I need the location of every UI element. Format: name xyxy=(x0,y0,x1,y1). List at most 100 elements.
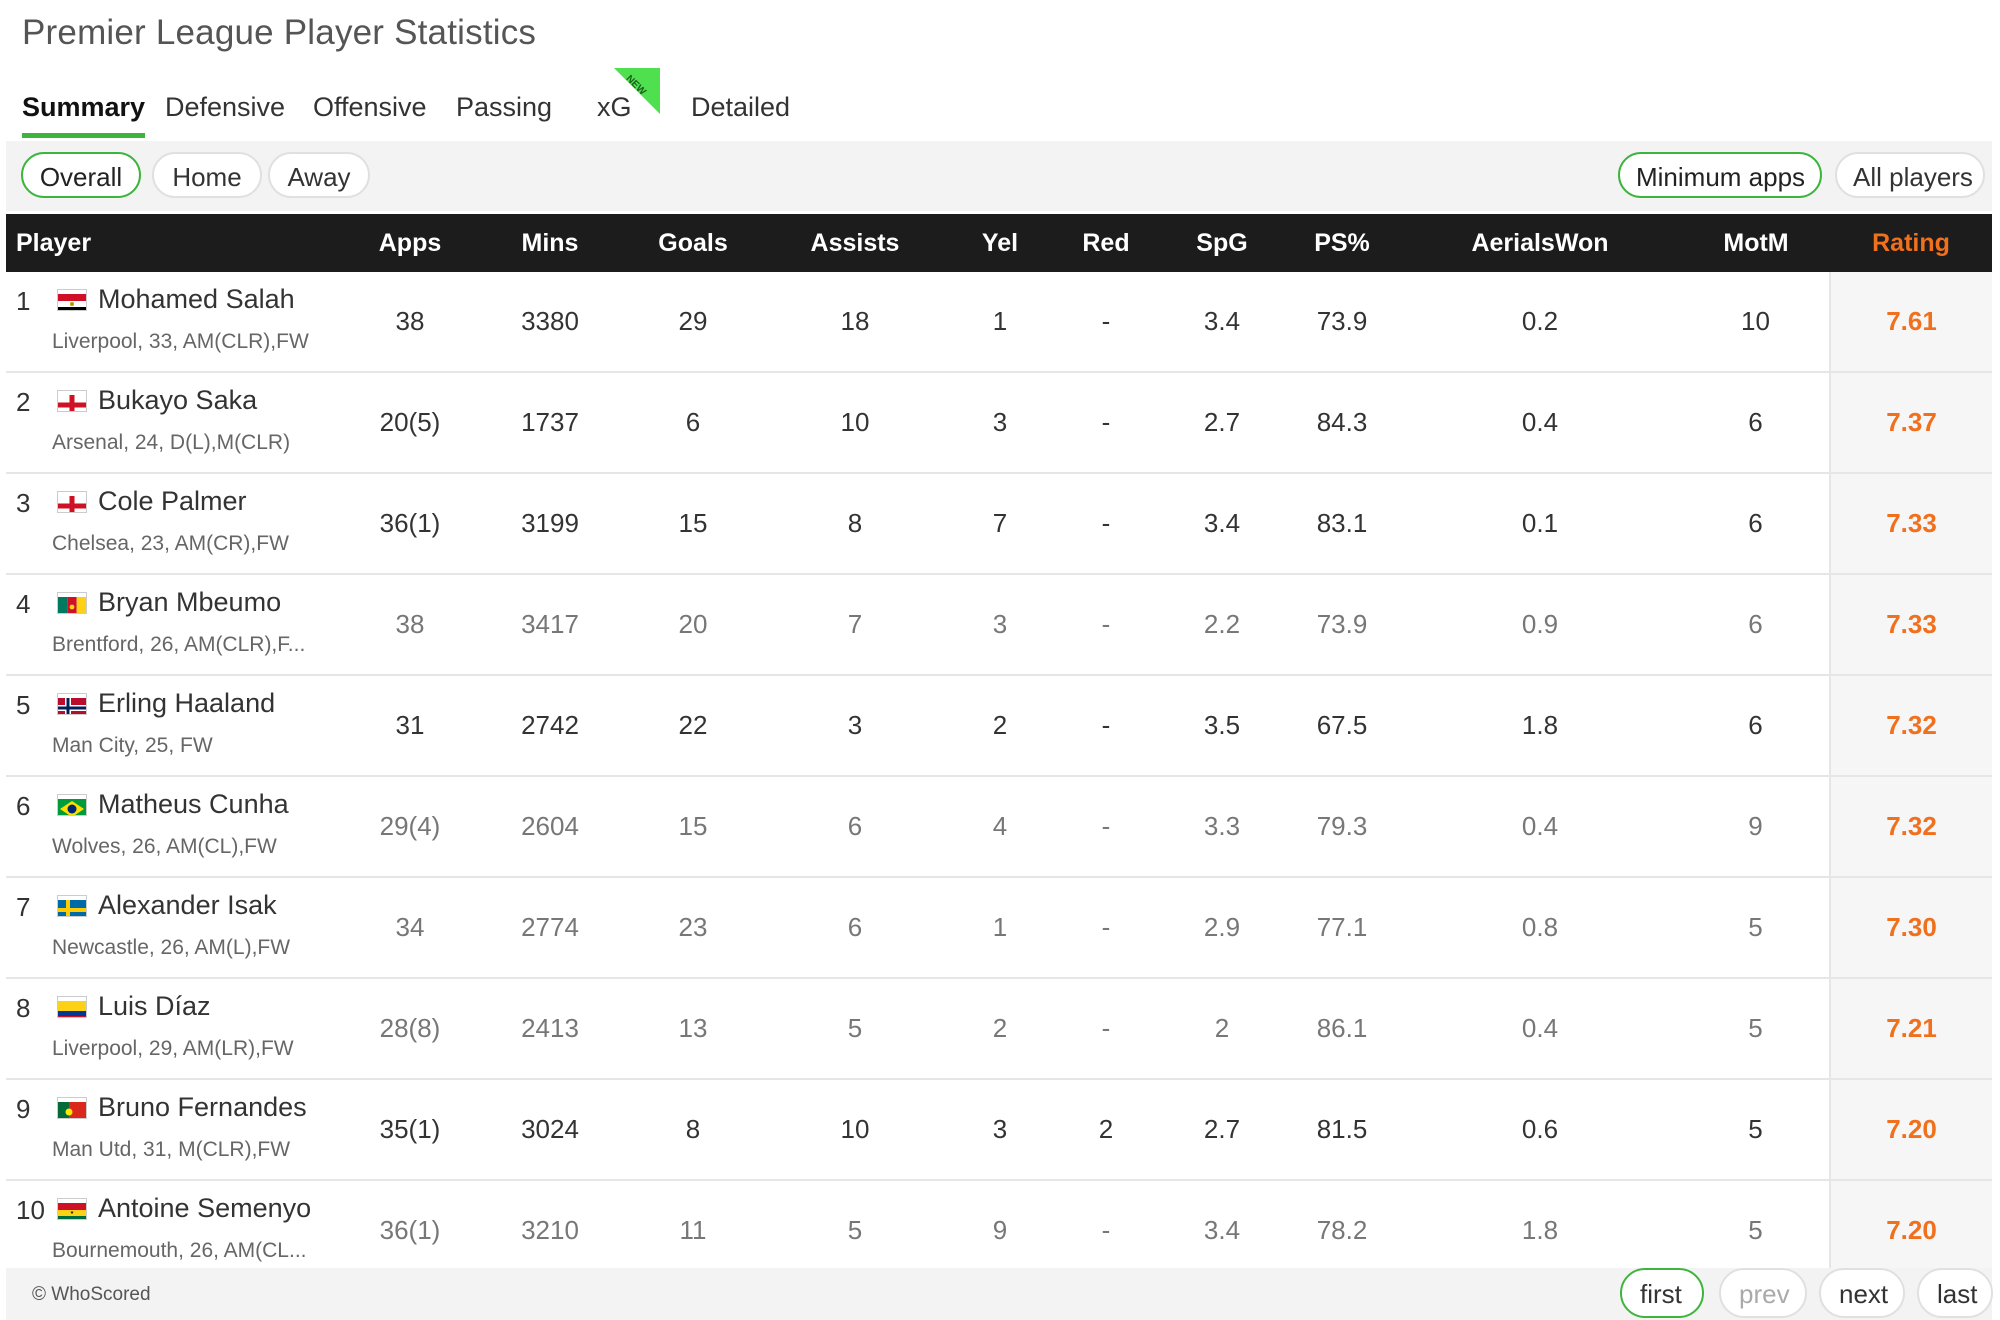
player-meta[interactable]: Chelsea, 23, AM(CR),FW xyxy=(52,532,289,555)
player-name-link[interactable]: Luis Díaz xyxy=(98,991,211,1021)
player-team[interactable]: Man City xyxy=(52,734,134,757)
player-team[interactable]: Newcastle xyxy=(52,936,149,959)
stat-motm: 5 xyxy=(1682,978,1830,1080)
player-name-link[interactable]: Cole Palmer xyxy=(98,486,247,516)
stat-aerials: 0.4 xyxy=(1398,372,1682,474)
player-name-link[interactable]: Bryan Mbeumo xyxy=(98,587,282,617)
player-team[interactable]: Liverpool xyxy=(52,330,138,353)
stat-motm: 5 xyxy=(1682,1079,1830,1181)
stat-red: - xyxy=(1101,1215,1111,1245)
player-team[interactable]: Arsenal xyxy=(52,431,124,454)
player-age: 31 xyxy=(143,1138,167,1161)
pager-next-button[interactable]: next xyxy=(1819,1268,1905,1318)
table-row[interactable]: 5 Erling Haaland Man City, 25, FW 31 2742 22 3… xyxy=(6,675,1992,777)
table-row[interactable]: 10 Antoine Semenyo Bournemouth, 26, AM(CL.… xyxy=(6,1180,1992,1280)
player-team[interactable]: Wolves xyxy=(52,835,121,858)
tab-detailed[interactable]: Detailed xyxy=(691,92,791,122)
col-motm[interactable]: MotM xyxy=(1682,214,1830,272)
player-name-link[interactable]: Alexander Isak xyxy=(98,890,277,920)
tab-summary[interactable]: Summary xyxy=(22,84,146,138)
stat-motm: 6 xyxy=(1682,574,1830,676)
stat-motm: 6 xyxy=(1682,473,1830,575)
col-yel[interactable]: Yel xyxy=(946,214,1054,272)
player-meta[interactable]: Brentford, 26, AM(CLR),F... xyxy=(52,633,306,656)
col-red[interactable]: Red xyxy=(1054,214,1158,272)
all-players-button[interactable]: All players xyxy=(1835,152,1985,198)
filter-home-button[interactable]: Home xyxy=(152,152,262,198)
pager-last-button[interactable]: last xyxy=(1917,1268,1993,1318)
player-name-link[interactable]: Matheus Cunha xyxy=(98,789,289,819)
table-row[interactable]: 6 Matheus Cunha Wolves, 26, AM(CL),FW 29(4)… xyxy=(6,776,1992,878)
col-mins[interactable]: Mins xyxy=(478,214,622,272)
table-row[interactable]: 8 Luis Díaz Liverpool, 29, AM(LR),FW 28(8) 2… xyxy=(6,978,1992,1080)
stat-ps: 81.5 xyxy=(1286,1079,1398,1181)
stat-ps: 77.1 xyxy=(1286,877,1398,979)
player-meta[interactable]: Bournemouth, 26, AM(CL... xyxy=(52,1239,307,1262)
stat-red: - xyxy=(1054,574,1158,676)
filter-away-button[interactable]: Away xyxy=(268,152,370,198)
col-assists[interactable]: Assists xyxy=(764,214,946,272)
egypt-flag-icon xyxy=(58,290,86,310)
table-row[interactable]: 2 Bukayo Saka Arsenal, 24, D(L),M(CLR) 20(5… xyxy=(6,372,1992,474)
stat-yel: 2 xyxy=(946,978,1054,1080)
player-meta[interactable]: Liverpool, 29, AM(LR),FW xyxy=(52,1037,294,1060)
norway-flag-icon xyxy=(58,694,86,714)
stat-ps: 79.3 xyxy=(1286,776,1398,878)
player-meta[interactable]: Wolves, 26, AM(CL),FW xyxy=(52,835,277,858)
player-meta[interactable]: Man City, 25, FW xyxy=(52,734,213,757)
tab-offensive[interactable]: Offensive xyxy=(313,92,427,122)
player-team[interactable]: Chelsea xyxy=(52,532,130,555)
player-team[interactable]: Man Utd xyxy=(52,1138,132,1161)
stat-goals: 29 xyxy=(622,272,764,373)
player-meta[interactable]: Arsenal, 24, D(L),M(CLR) xyxy=(52,431,291,454)
stat-aerials: 0.2 xyxy=(1398,272,1682,373)
stat-red: - xyxy=(1054,978,1158,1080)
stat-spg: 2.2 xyxy=(1158,574,1286,676)
player-position: D(L),M(CLR) xyxy=(169,431,291,454)
filter-overall-button[interactable]: Overall xyxy=(21,152,141,198)
col-spg[interactable]: SpG xyxy=(1158,214,1286,272)
table-row[interactable]: 1 Mohamed Salah Liverpool, 33, AM(CLR),FW 3… xyxy=(6,272,1992,373)
table-row[interactable]: 4 Bryan Mbeumo Brentford, 26, AM(CLR),F...… xyxy=(6,574,1992,676)
player-name-link[interactable]: Bruno Fernandes xyxy=(98,1092,307,1122)
pager-first-button[interactable]: first xyxy=(1620,1268,1704,1318)
table-header-row: Player Apps Mins Goals Assists Yel Red S… xyxy=(6,214,1992,272)
pager-prev-button[interactable]: prev xyxy=(1719,1268,1807,1318)
stat-assists: 10 xyxy=(764,372,946,474)
col-player[interactable]: Player xyxy=(6,214,342,272)
player-team[interactable]: Bournemouth xyxy=(52,1239,179,1262)
table-row[interactable]: 7 Alexander Isak Newcastle, 26, AM(L),FW 34… xyxy=(6,877,1992,979)
player-name-link[interactable]: Mohamed Salah xyxy=(98,284,295,314)
col-ps[interactable]: PS% xyxy=(1286,214,1398,272)
table-row[interactable]: 3 Cole Palmer Chelsea, 23, AM(CR),FW 36(1) 3… xyxy=(6,473,1992,575)
player-age: 24 xyxy=(134,431,159,454)
stat-motm: 5 xyxy=(1682,877,1830,979)
table-row[interactable]: 9 Bruno Fernandes Man Utd, 31, M(CLR),FW 35… xyxy=(6,1079,1992,1181)
stat-red: - xyxy=(1054,877,1158,979)
stat-apps: 38 xyxy=(342,574,478,676)
player-meta[interactable]: Liverpool, 33, AM(CLR),FW xyxy=(52,330,309,353)
player-name-link[interactable]: Erling Haaland xyxy=(98,688,276,718)
tab-passing[interactable]: Passing xyxy=(456,92,553,122)
player-age: 29 xyxy=(148,1037,173,1060)
stat-apps: 20(5) xyxy=(342,372,478,474)
stat-ps: 67.5 xyxy=(1286,675,1398,777)
minimum-apps-button[interactable]: Minimum apps xyxy=(1618,152,1822,198)
player-team[interactable]: Brentford xyxy=(52,633,139,656)
player-team[interactable]: Liverpool xyxy=(52,1037,138,1060)
player-cell: 6 Matheus Cunha Wolves, 26, AM(CL),FW xyxy=(6,776,342,878)
col-apps[interactable]: Apps xyxy=(342,214,478,272)
player-meta[interactable]: Man Utd, 31, M(CLR),FW xyxy=(52,1138,291,1161)
tab-defensive[interactable]: Defensive xyxy=(165,92,286,122)
player-age: 26 xyxy=(150,633,174,656)
player-name-link[interactable]: Antoine Semenyo xyxy=(98,1193,312,1223)
player-meta[interactable]: Newcastle, 26, AM(L),FW xyxy=(52,936,291,959)
cameroon-flag-icon xyxy=(58,593,86,613)
col-rating[interactable]: Rating xyxy=(1830,214,1992,272)
col-aerials-won[interactable]: AerialsWon xyxy=(1398,214,1682,272)
stat-assists: 8 xyxy=(764,473,946,575)
stat-rating: 7.20 xyxy=(1829,1180,1992,1280)
player-age: 26 xyxy=(132,835,156,858)
col-goals[interactable]: Goals xyxy=(622,214,764,272)
player-name-link[interactable]: Bukayo Saka xyxy=(98,385,258,415)
